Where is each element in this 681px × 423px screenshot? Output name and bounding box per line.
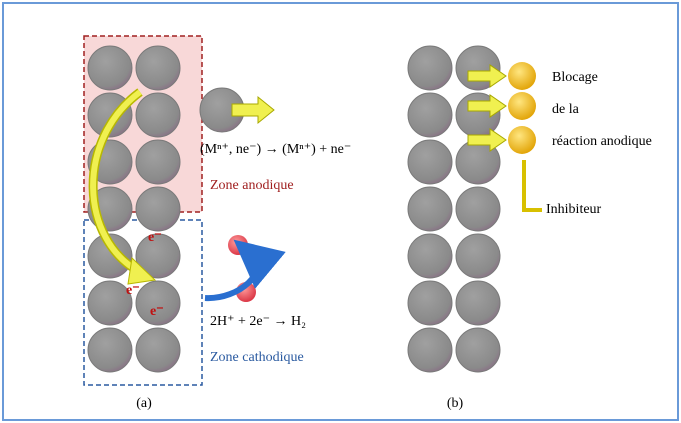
blocking-text: Blocage [552,70,598,85]
metal-atom [88,328,132,372]
hydrogen-atom [228,235,248,255]
electron: e⁻ [150,304,164,319]
blocking-text: réaction anodique [552,134,652,149]
inhibitor-label: Inhibiteur [546,202,602,217]
metal-atom [136,46,180,90]
metal-atom [408,234,452,278]
metal-atom [408,281,452,325]
metal-atom [136,93,180,137]
metal-atom [456,328,500,372]
metal-atom [408,328,452,372]
metal-atom [408,140,452,184]
metal-atom [408,187,452,231]
panel-label: (a) [136,396,152,411]
metal-atom [408,46,452,90]
metal-atom [408,93,452,137]
metal-atom [136,187,180,231]
inhibitor-molecule [508,62,536,90]
electron: e⁻ [148,230,162,245]
inhibitor-molecule [508,126,536,154]
inhibitor-connector [524,160,542,210]
metal-atom [136,328,180,372]
metal-atom [136,140,180,184]
panel-label: (b) [447,396,464,411]
blocking-text: de la [552,102,580,117]
anodic-zone-label: Zone anodique [210,178,294,193]
anodic-reaction: (Mⁿ⁺, ne⁻) → (Mⁿ⁺) + ne⁻ [200,142,351,157]
metal-atom [456,187,500,231]
metal-atom [88,46,132,90]
cathodic-zone-label: Zone cathodique [210,350,304,365]
electron: e⁻ [126,283,140,298]
cathodic-reaction: 2H⁺ + 2e⁻ → H₂ [210,314,306,329]
inhibitor-molecule [508,92,536,120]
metal-atom [456,281,500,325]
diagram: (Mⁿ⁺, ne⁻) → (Mⁿ⁺) + ne⁻ Zone anodique e… [0,0,681,423]
metal-atom [456,234,500,278]
